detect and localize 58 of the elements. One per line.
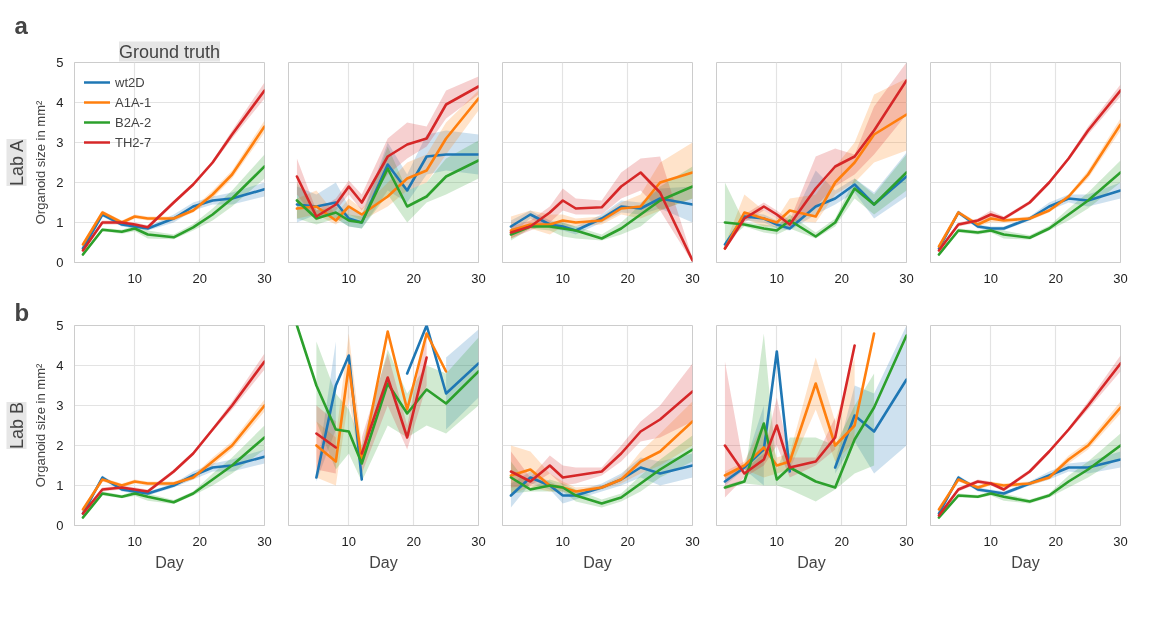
x-tick-label: 10 xyxy=(127,270,143,286)
x-tick-label: 30 xyxy=(899,270,914,286)
x-tick-label: 10 xyxy=(769,270,785,286)
x-tick-label: 30 xyxy=(257,533,272,549)
x-tick-label: 30 xyxy=(1113,270,1128,286)
x-tick-label: 30 xyxy=(471,533,486,549)
x-tick-label: 10 xyxy=(983,270,999,286)
x-tick-label: 30 xyxy=(257,270,272,286)
legend-label: A1A-1 xyxy=(115,94,152,110)
x-tick-label: 10 xyxy=(555,533,571,549)
y-tick-label: 3 xyxy=(56,398,64,413)
y-tick-label: 5 xyxy=(56,318,64,333)
x-axis-title: Day xyxy=(369,553,398,571)
x-tick-label: 20 xyxy=(620,270,635,286)
x-tick-label: 30 xyxy=(685,270,700,286)
y-tick-label: 3 xyxy=(56,135,64,150)
x-tick-label: 10 xyxy=(341,533,357,549)
x-tick-label: 10 xyxy=(341,270,357,286)
x-tick-label: 20 xyxy=(192,270,207,286)
x-tick-label: 10 xyxy=(555,270,571,286)
y-tick-label: 0 xyxy=(56,255,64,270)
text: Lab A xyxy=(6,139,27,187)
chart-title: Ground truth xyxy=(118,41,221,62)
text: Lab B xyxy=(6,401,27,450)
x-tick-label: 20 xyxy=(1048,270,1063,286)
legend-label: B2A-2 xyxy=(115,114,152,130)
text: a xyxy=(14,11,29,39)
y-axis-title: Organoid size in mm² xyxy=(33,100,49,225)
x-tick-label: 20 xyxy=(406,270,421,286)
y-tick-label: 1 xyxy=(56,215,64,230)
x-tick-label: 20 xyxy=(620,533,635,549)
x-tick-label: 30 xyxy=(1113,533,1128,549)
x-tick-label: 10 xyxy=(983,533,999,549)
y-tick-label: 4 xyxy=(56,358,64,373)
x-tick-label: 30 xyxy=(471,270,486,286)
x-tick-label: 20 xyxy=(406,533,421,549)
x-axis-title: Day xyxy=(583,553,612,571)
y-tick-label: 1 xyxy=(56,478,64,493)
y-tick-label: 2 xyxy=(56,438,64,453)
y-tick-label: 4 xyxy=(56,95,64,110)
y-tick-label: 2 xyxy=(56,175,64,190)
text: b xyxy=(14,298,30,326)
y-axis-title: Organoid size in mm² xyxy=(33,363,49,488)
x-axis-title: Day xyxy=(1011,553,1040,571)
x-tick-label: 20 xyxy=(834,533,849,549)
x-tick-label: 10 xyxy=(769,533,785,549)
legend-label: TH2-7 xyxy=(115,134,152,150)
x-tick-label: 20 xyxy=(1048,533,1063,549)
y-tick-label: 0 xyxy=(56,518,64,533)
x-tick-label: 30 xyxy=(685,533,700,549)
x-axis-title: Day xyxy=(155,553,184,571)
x-axis-title: Day xyxy=(797,553,826,571)
legend-label: wt2D xyxy=(115,74,145,90)
x-tick-label: 20 xyxy=(192,533,207,549)
x-tick-label: 30 xyxy=(899,533,914,549)
x-tick-label: 20 xyxy=(834,270,849,286)
x-tick-label: 10 xyxy=(127,533,143,549)
y-tick-label: 5 xyxy=(56,55,64,70)
